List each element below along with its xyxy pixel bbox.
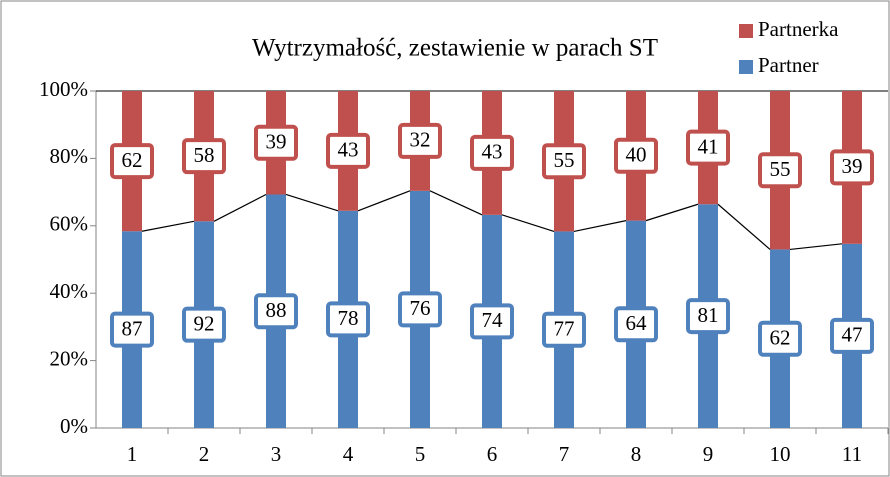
data-label: 43: [338, 138, 359, 162]
data-label-box: [758, 320, 802, 357]
data-label-box: [254, 124, 298, 161]
series-line: [429, 190, 483, 216]
data-label: 77: [554, 317, 575, 341]
series-line: [213, 193, 267, 222]
x-tick-label: 3: [271, 442, 282, 466]
legend-swatch: [739, 60, 753, 74]
y-tick-label: 80%: [50, 144, 89, 168]
series-line: [501, 214, 555, 232]
legend-label: Partner: [758, 53, 819, 77]
data-label-box: [686, 298, 730, 335]
y-tick-label: 60%: [50, 212, 89, 236]
data-label: 88: [266, 298, 287, 322]
series-line: [717, 203, 771, 250]
data-label-box: [470, 303, 514, 340]
data-label: 92: [194, 311, 215, 335]
data-label-box: [830, 317, 874, 354]
data-label-box: [182, 306, 226, 343]
data-label-box: [182, 138, 226, 175]
x-tick-label: 6: [487, 442, 498, 466]
data-label: 81: [698, 303, 719, 327]
series-line: [357, 190, 411, 212]
data-label: 32: [410, 128, 431, 152]
data-label-box: [398, 291, 442, 328]
data-label-box: [470, 134, 514, 171]
legend-label: Partnerka: [758, 17, 839, 41]
series-line: [141, 220, 195, 232]
data-label-box: [614, 306, 658, 343]
data-label-box: [326, 132, 370, 169]
y-tick-label: 0%: [60, 414, 88, 438]
data-label: 78: [338, 306, 359, 330]
x-tick-label: 11: [842, 442, 862, 466]
data-label-box: [254, 293, 298, 330]
data-label-box: [398, 122, 442, 159]
data-label-box: [542, 311, 586, 348]
legend-swatch: [739, 24, 753, 38]
data-label: 87: [122, 316, 143, 340]
x-tick-label: 2: [199, 442, 210, 466]
data-label: 58: [194, 143, 215, 167]
data-label: 62: [770, 326, 791, 350]
data-label: 47: [842, 323, 863, 347]
data-label: 43: [482, 140, 503, 164]
data-label: 55: [554, 148, 575, 172]
x-tick-label: 9: [703, 442, 714, 466]
data-label-box: [686, 129, 730, 166]
data-label: 40: [626, 143, 647, 167]
series-line: [789, 243, 843, 251]
x-tick-label: 4: [343, 442, 354, 466]
series-line: [573, 220, 627, 233]
data-label: 62: [122, 148, 143, 172]
data-label: 55: [770, 157, 791, 181]
y-tick-label: 40%: [50, 279, 89, 303]
x-tick-label: 1: [127, 442, 138, 466]
data-label-box: [110, 311, 154, 348]
data-label-box: [758, 152, 802, 189]
data-label-box: [830, 149, 874, 186]
data-label-box: [614, 137, 658, 174]
series-line: [645, 203, 699, 222]
y-tick-label: 100%: [39, 77, 88, 101]
data-label: 39: [842, 154, 863, 178]
x-tick-label: 10: [770, 442, 791, 466]
data-label-box: [542, 143, 586, 180]
x-tick-label: 7: [559, 442, 570, 466]
data-label: 41: [698, 134, 719, 158]
x-tick-label: 5: [415, 442, 426, 466]
y-tick-label: 20%: [50, 346, 89, 370]
data-label: 64: [626, 311, 648, 335]
data-label: 39: [266, 130, 287, 154]
data-label: 74: [482, 308, 504, 332]
chart-title: Wytrzymałość, zestawienie w parach ST: [252, 35, 658, 62]
data-label-box: [110, 143, 154, 180]
data-label: 76: [410, 296, 431, 320]
data-label-box: [326, 301, 370, 338]
series-line: [285, 193, 339, 212]
x-tick-label: 8: [631, 442, 642, 466]
